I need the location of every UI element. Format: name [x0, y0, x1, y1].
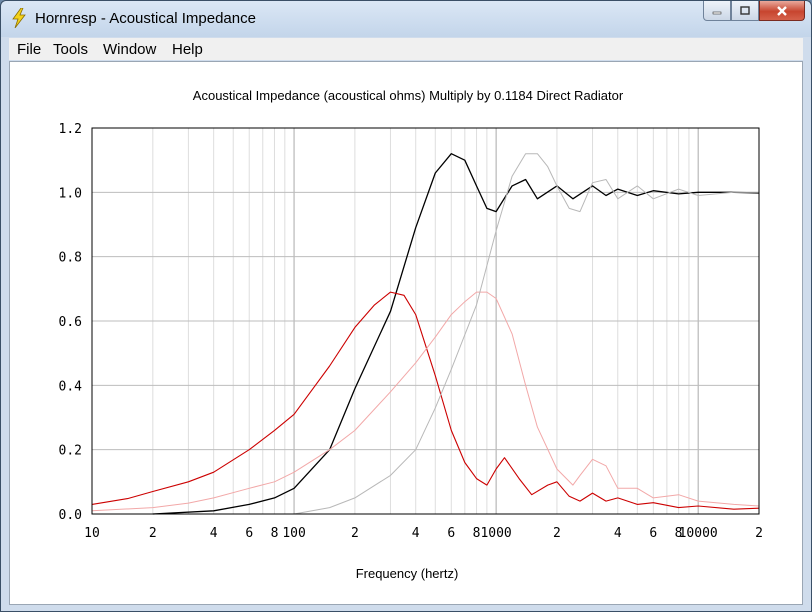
x-tick-label: 2: [755, 526, 763, 541]
x-tick-label: 4: [614, 526, 622, 541]
series-line-3: [91, 291, 760, 512]
maximize-button[interactable]: [731, 1, 759, 21]
y-tick-label: 0.8: [59, 251, 82, 266]
x-tick-label: 2: [553, 526, 561, 541]
plot-frame: [91, 127, 760, 515]
series-line-2: [91, 291, 760, 510]
menu-help[interactable]: Help: [172, 41, 203, 58]
minimize-icon: [712, 11, 722, 14]
window-title: Hornresp - Acoustical Impedance: [35, 10, 256, 27]
menu-bar: File Tools Window Help: [9, 38, 803, 60]
x-tick-label: 10: [84, 526, 100, 541]
chart-title: Acoustical Impedance (acoustical ohms) M…: [193, 88, 624, 103]
minimize-button[interactable]: [703, 1, 731, 21]
x-tick-label: 10000: [679, 526, 718, 541]
x-tick-label: 6: [245, 526, 253, 541]
y-tick-label: 0.0: [59, 508, 82, 523]
x-tick-label: 4: [210, 526, 218, 541]
y-tick-label: 1.0: [59, 186, 82, 201]
close-button[interactable]: [759, 1, 805, 21]
x-tick-label: 2: [351, 526, 359, 541]
x-tick-label: 8: [271, 526, 279, 541]
lightning-bolt-icon: [12, 8, 26, 28]
title-bar[interactable]: Hornresp - Acoustical Impedance: [1, 1, 811, 37]
menu-tools[interactable]: Tools: [53, 41, 89, 58]
x-tick-label: 4: [412, 526, 420, 541]
x-tick-label: 100: [282, 526, 305, 541]
impedance-chart: Acoustical Impedance (acoustical ohms) M…: [59, 88, 763, 581]
y-tick-label: 1.2: [59, 122, 82, 137]
y-tick-label: 0.6: [59, 315, 82, 330]
close-icon: [777, 5, 787, 16]
x-tick-label: 6: [447, 526, 455, 541]
menu-file[interactable]: File: [17, 41, 42, 58]
x-tick-label: 6: [649, 526, 657, 541]
window-controls: [703, 1, 805, 23]
series-line-1: [152, 153, 760, 515]
maximize-icon: [740, 5, 750, 15]
x-axis-label: Frequency (hertz): [356, 566, 459, 581]
y-tick-label: 0.2: [59, 444, 82, 459]
x-tick-label: 8: [473, 526, 481, 541]
x-tick-label: 8: [675, 526, 683, 541]
y-tick-label: 0.4: [59, 379, 83, 394]
series-line-4: [294, 153, 759, 515]
chart-area: Acoustical Impedance (acoustical ohms) M…: [9, 61, 803, 605]
x-tick-label: 2: [149, 526, 157, 541]
menu-window[interactable]: Window: [103, 41, 157, 58]
x-tick-label: 1000: [480, 526, 511, 541]
